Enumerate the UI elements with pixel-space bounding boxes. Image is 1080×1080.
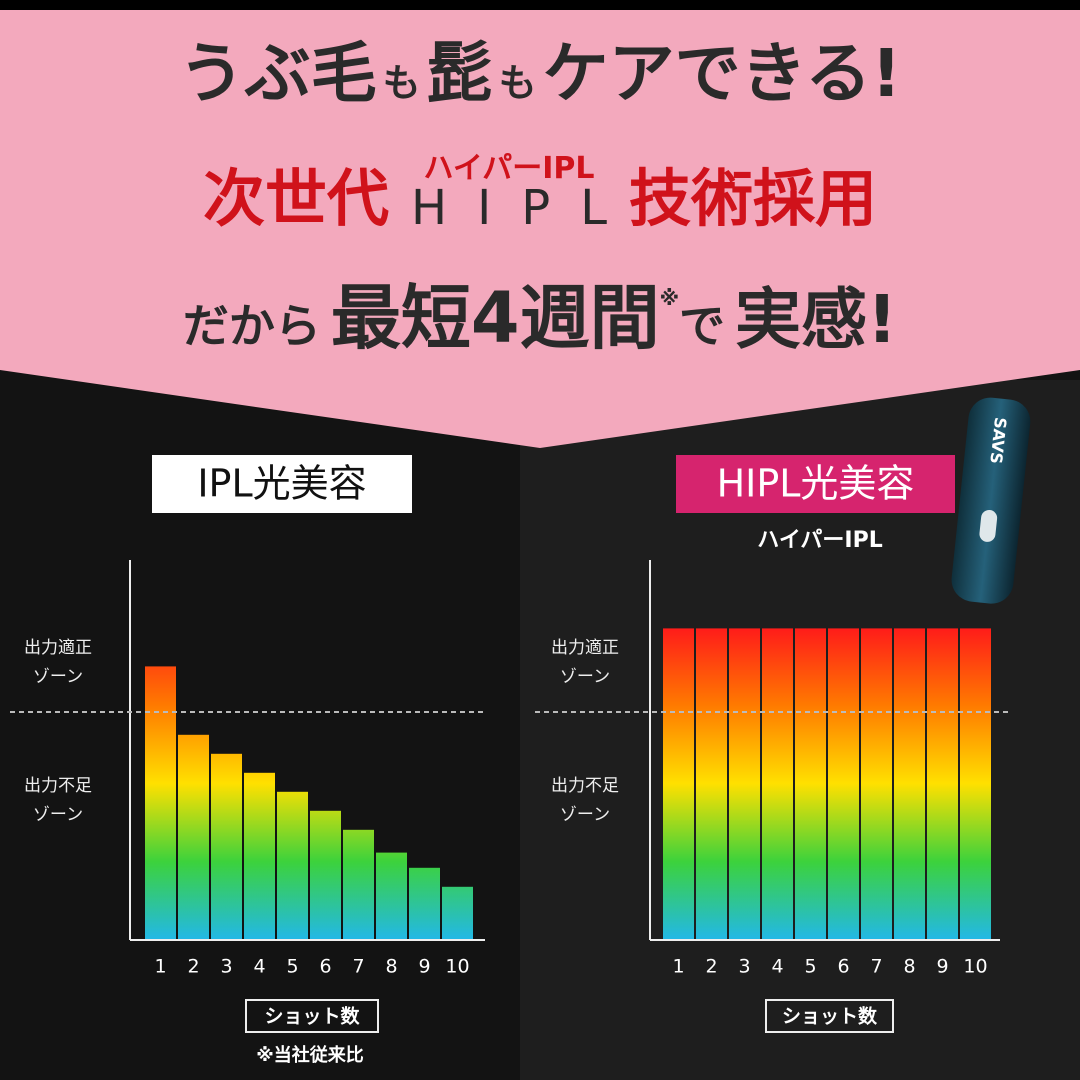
bar: [211, 753, 242, 940]
bar: [376, 852, 407, 940]
bar: [442, 886, 473, 940]
x-tick-label: 3: [738, 956, 750, 978]
hipl-text: HIPL: [411, 180, 637, 236]
headline-1: うぶ毛 も 髭 も ケアできる!: [0, 20, 1080, 116]
headline-2: 次世代 ハイパーIPL HIPL 技術採用: [0, 148, 1080, 238]
x-tick-label: 8: [385, 956, 397, 978]
footnote: ※当社従来比: [256, 1044, 364, 1066]
zone-label: 出力適正: [24, 638, 92, 658]
ruby-text: ハイパーIPL: [423, 151, 595, 186]
bar: [927, 628, 958, 940]
x-label-box: [765, 999, 894, 1033]
chart-title: IPL光美容: [197, 462, 366, 506]
headline-text: うぶ毛: [178, 35, 377, 112]
zone-label: ゾーン: [33, 667, 83, 687]
x-tick-label: 10: [445, 956, 469, 978]
headline-text: ケアできる!: [542, 35, 902, 112]
zone-label: 出力不足: [24, 776, 92, 796]
bar: [310, 810, 341, 940]
zone-label: 出力適正: [551, 638, 619, 658]
x-tick-label: 7: [870, 956, 882, 978]
bar: [277, 791, 308, 940]
bar: [894, 628, 925, 940]
x-tick-label: 9: [418, 956, 430, 978]
headline-text: 最短4週間: [330, 277, 660, 359]
device-button: [979, 510, 998, 542]
headline-text: 実感!: [735, 281, 898, 358]
x-tick-label: 5: [804, 956, 816, 978]
bar: [729, 628, 760, 940]
bar: [663, 628, 694, 940]
headline-3: だから 最短4週間 ※ で 実感!: [0, 262, 1080, 363]
x-tick-label: 10: [963, 956, 987, 978]
headline-text: も: [382, 61, 421, 105]
x-tick-label: 1: [672, 956, 684, 978]
bar: [178, 734, 209, 940]
bar: [696, 628, 727, 940]
bar: [343, 829, 374, 940]
bar: [409, 867, 440, 940]
x-tick-label: 6: [319, 956, 331, 978]
chart-title: HIPL光美容: [717, 462, 915, 506]
x-tick-label: 1: [154, 956, 166, 978]
x-tick-label: 4: [253, 956, 265, 978]
x-tick-label: 2: [705, 956, 717, 978]
bar: [244, 772, 275, 940]
header-banner: [0, 10, 1080, 448]
x-axis-title: ショット数: [782, 1005, 878, 1028]
zone-label: ゾーン: [33, 805, 83, 825]
x-tick-label: 5: [286, 956, 298, 978]
bar: [145, 666, 176, 940]
hipl-block: ハイパーIPL HIPL: [411, 151, 607, 233]
zone-label: ゾーン: [560, 667, 610, 687]
x-tick-label: 6: [837, 956, 849, 978]
x-label-box: [245, 999, 379, 1033]
x-tick-label: 7: [352, 956, 364, 978]
title-box: [152, 455, 412, 513]
x-tick-label: 3: [220, 956, 232, 978]
device-body: [951, 397, 1031, 604]
device-logo: SAVS: [986, 416, 1010, 464]
headline-text: 髭: [426, 35, 493, 112]
headline-text: も: [498, 61, 537, 105]
zone-label: 出力不足: [551, 776, 619, 796]
bar: [861, 628, 892, 940]
bar: [960, 628, 991, 940]
headline-text: だから: [182, 299, 321, 353]
top-strip: [0, 0, 1080, 10]
x-tick-label: 8: [903, 956, 915, 978]
title-box: [676, 455, 955, 513]
bar: [762, 628, 793, 940]
x-tick-label: 9: [936, 956, 948, 978]
bar: [795, 628, 826, 940]
x-tick-label: 2: [187, 956, 199, 978]
headline-text: 次世代: [203, 162, 390, 235]
bar: [828, 628, 859, 940]
device: SAVS: [951, 397, 1031, 604]
zone-label: ゾーン: [560, 805, 610, 825]
headline-text: 技術採用: [628, 162, 877, 235]
chart-subtitle: ハイパーIPL: [757, 528, 882, 553]
footnote-mark: ※: [659, 286, 680, 310]
x-tick-label: 4: [771, 956, 783, 978]
x-axis-title: ショット数: [264, 1005, 360, 1028]
headline-text: で: [679, 299, 726, 353]
